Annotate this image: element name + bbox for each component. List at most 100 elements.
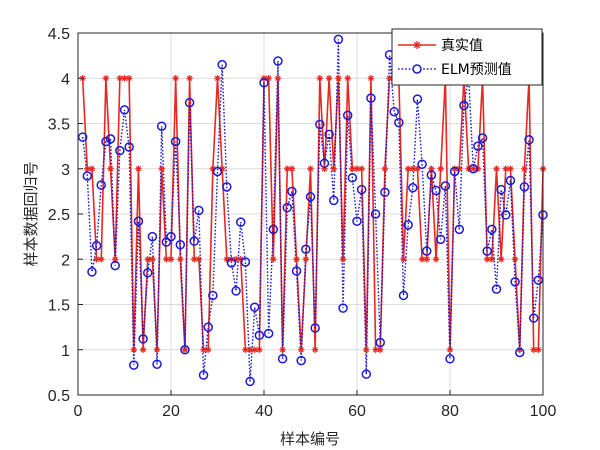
x-axis-label: 样本编号 bbox=[280, 430, 340, 448]
pred-point-marker bbox=[87, 267, 97, 277]
pred-point-marker bbox=[352, 216, 362, 226]
true-point-marker bbox=[270, 256, 277, 263]
true-point-marker bbox=[311, 346, 319, 353]
legend-marker-asterisk bbox=[413, 41, 421, 49]
pred-point-marker bbox=[231, 286, 241, 296]
pred-point-marker bbox=[203, 322, 213, 332]
true-point-marker bbox=[302, 256, 310, 263]
true-point-marker bbox=[172, 75, 179, 82]
pred-point-marker bbox=[152, 359, 162, 369]
true-point-marker bbox=[423, 256, 430, 263]
true-point-marker bbox=[246, 346, 254, 353]
pred-point-marker bbox=[301, 244, 311, 255]
true-point-marker bbox=[493, 165, 500, 172]
legend: 真实值 ELM预测值 bbox=[391, 28, 543, 86]
pred-point-marker bbox=[240, 257, 251, 267]
pred-point-marker bbox=[143, 268, 153, 278]
pred-point-marker bbox=[389, 106, 399, 117]
true-point-marker bbox=[139, 346, 147, 353]
pred-point-marker bbox=[156, 121, 167, 131]
true-point-marker bbox=[316, 75, 323, 82]
true-point-marker bbox=[488, 256, 496, 263]
pred-point-marker bbox=[394, 117, 404, 128]
true-point-marker bbox=[88, 165, 96, 172]
pred-point-marker bbox=[194, 205, 204, 216]
pred-point-marker bbox=[370, 209, 381, 219]
y-tick-label: 3.5 bbox=[48, 117, 70, 134]
true-point-marker bbox=[358, 165, 365, 172]
true-point-marker bbox=[330, 165, 337, 172]
true-point-marker bbox=[307, 165, 314, 172]
x-tick-label: 100 bbox=[530, 403, 557, 420]
pred-point-marker bbox=[342, 110, 353, 121]
pred-point-marker bbox=[482, 246, 492, 256]
pred-point-marker bbox=[473, 141, 483, 151]
pred-point-marker bbox=[519, 182, 530, 192]
legend-marker-circle bbox=[412, 64, 422, 74]
true-point-marker bbox=[325, 75, 333, 82]
pred-point-marker bbox=[273, 56, 283, 66]
pred-point-marker bbox=[296, 355, 306, 366]
pred-point-marker bbox=[477, 133, 488, 143]
pred-point-marker bbox=[282, 202, 292, 213]
pred-point-marker bbox=[133, 216, 144, 226]
true-point-marker bbox=[205, 346, 212, 353]
true-point-marker bbox=[437, 165, 444, 172]
pred-point-marker bbox=[212, 166, 223, 177]
true-point-marker bbox=[195, 256, 203, 263]
pred-point-marker bbox=[184, 97, 195, 108]
watermark: 知乎 @怨种打工人 bbox=[488, 420, 596, 436]
true-point-marker bbox=[158, 165, 165, 172]
true-point-marker bbox=[135, 165, 142, 172]
pred-point-marker bbox=[412, 94, 423, 104]
pred-point-marker bbox=[82, 171, 93, 181]
true-point-marker bbox=[130, 346, 137, 353]
pred-point-marker bbox=[347, 173, 358, 183]
pred-point-marker bbox=[105, 134, 116, 144]
true-point-marker bbox=[167, 256, 175, 263]
y-tick-label: 3 bbox=[61, 162, 70, 179]
pred-point-marker bbox=[380, 187, 390, 198]
true-point-marker bbox=[414, 165, 421, 172]
true-point-marker bbox=[507, 165, 514, 172]
pred-point-marker bbox=[333, 34, 344, 45]
pred-point-marker bbox=[449, 166, 460, 177]
true-point-marker bbox=[107, 165, 114, 172]
pred-point-marker bbox=[110, 260, 120, 271]
true-point-marker bbox=[446, 346, 454, 353]
true-point-marker bbox=[256, 346, 263, 353]
pred-point-marker bbox=[138, 334, 148, 344]
pred-point-marker bbox=[319, 158, 330, 169]
series-pred-line bbox=[81, 39, 544, 382]
pred-point-marker bbox=[305, 192, 316, 202]
true-point-marker bbox=[288, 165, 296, 172]
true-point-marker bbox=[535, 346, 542, 353]
legend-label-pred: ELM预测值 bbox=[441, 62, 512, 78]
true-point-marker bbox=[186, 75, 193, 82]
pred-point-marker bbox=[249, 302, 260, 312]
true-point-marker bbox=[530, 346, 537, 353]
legend-label-true: 真实值 bbox=[441, 38, 483, 54]
true-point-marker bbox=[279, 346, 286, 353]
pred-point-marker bbox=[515, 347, 525, 358]
pred-point-marker bbox=[496, 184, 506, 195]
pred-point-marker bbox=[119, 105, 130, 115]
pred-point-marker bbox=[361, 369, 372, 379]
pred-point-marker bbox=[175, 240, 186, 250]
true-point-marker bbox=[497, 256, 505, 263]
true-point-marker bbox=[98, 256, 105, 263]
x-tick-label: 40 bbox=[255, 403, 273, 420]
pred-point-marker bbox=[96, 180, 106, 190]
true-point-marker bbox=[432, 256, 440, 263]
true-point-marker bbox=[335, 75, 342, 82]
pred-point-marker bbox=[236, 217, 246, 227]
pred-point-marker bbox=[491, 284, 502, 294]
true-point-marker bbox=[367, 75, 375, 82]
true-point-marker bbox=[381, 165, 389, 172]
pred-point-marker bbox=[170, 136, 181, 147]
true-point-marker bbox=[153, 346, 161, 353]
pred-point-marker bbox=[263, 328, 274, 339]
pred-point-marker bbox=[324, 129, 334, 140]
pred-point-marker bbox=[510, 277, 520, 287]
pred-point-marker bbox=[398, 290, 409, 301]
